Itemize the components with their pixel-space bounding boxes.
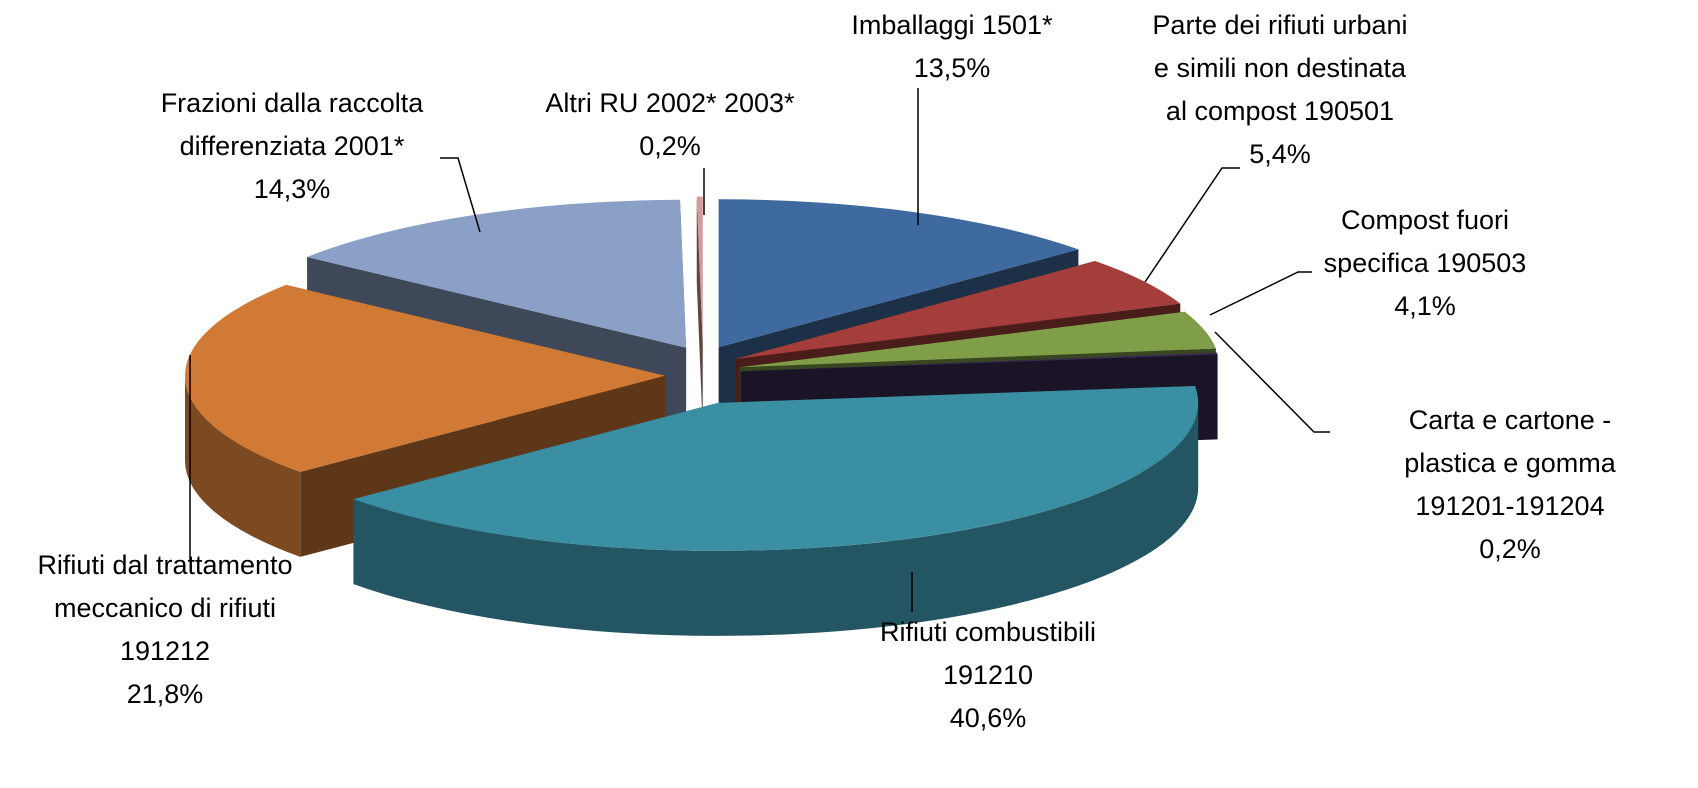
slice-cut xyxy=(696,196,703,430)
leader-line xyxy=(1209,271,1312,316)
slice xyxy=(353,385,1199,551)
slice-label: Rifiuti dal trattamento xyxy=(37,550,292,580)
value-label: 0,2% xyxy=(1479,534,1541,564)
value-label: 5,4% xyxy=(1249,139,1311,169)
value-label: 40,6% xyxy=(950,703,1027,733)
slice-label: plastica e gomma xyxy=(1404,448,1617,478)
slice-label: Altri RU 2002* 2003* xyxy=(545,88,795,118)
slice xyxy=(739,311,1216,368)
leader-line xyxy=(1144,167,1240,283)
labels: Imballaggi 1501* 13,5% Parte dei rifiuti u… xyxy=(37,10,1616,733)
slice-label: 191201-191204 xyxy=(1415,491,1604,521)
slice-label: specifica 190503 xyxy=(1324,248,1527,278)
value-label: 14,3% xyxy=(254,174,331,204)
slice-label: Imballaggi 1501* xyxy=(851,10,1053,40)
slice-label: al compost 190501 xyxy=(1166,96,1394,126)
slice xyxy=(307,199,687,348)
slice xyxy=(696,196,703,345)
value-label: 4,1% xyxy=(1394,291,1456,321)
slice-label: e simili non destinata xyxy=(1154,53,1407,83)
slice-label: Compost fuori xyxy=(1341,205,1509,235)
slice-label: meccanico di rifiuti xyxy=(54,593,276,623)
slice xyxy=(185,284,666,472)
leader-line xyxy=(1214,331,1330,433)
slice-label: Frazioni dalla raccolta xyxy=(161,88,425,118)
value-label: 21,8% xyxy=(127,679,204,709)
slice-label: differenziata 2001* xyxy=(180,131,405,161)
slice-label: 191212 xyxy=(120,636,210,666)
slice xyxy=(740,352,1218,372)
leader-line xyxy=(440,157,481,233)
slice-label: Carta e cartone - xyxy=(1409,405,1612,435)
pie xyxy=(185,196,1218,636)
slice xyxy=(735,261,1181,360)
slice xyxy=(718,199,1079,348)
slice-label: 191210 xyxy=(943,660,1033,690)
slice-label: Parte dei rifiuti urbani xyxy=(1152,10,1407,40)
slice-side xyxy=(353,402,1199,636)
leader-lines xyxy=(189,88,1330,612)
slice-label: Rifiuti combustibili xyxy=(880,617,1096,647)
value-label: 13,5% xyxy=(914,53,991,83)
slice-side xyxy=(185,375,301,557)
value-label: 0,2% xyxy=(639,131,701,161)
